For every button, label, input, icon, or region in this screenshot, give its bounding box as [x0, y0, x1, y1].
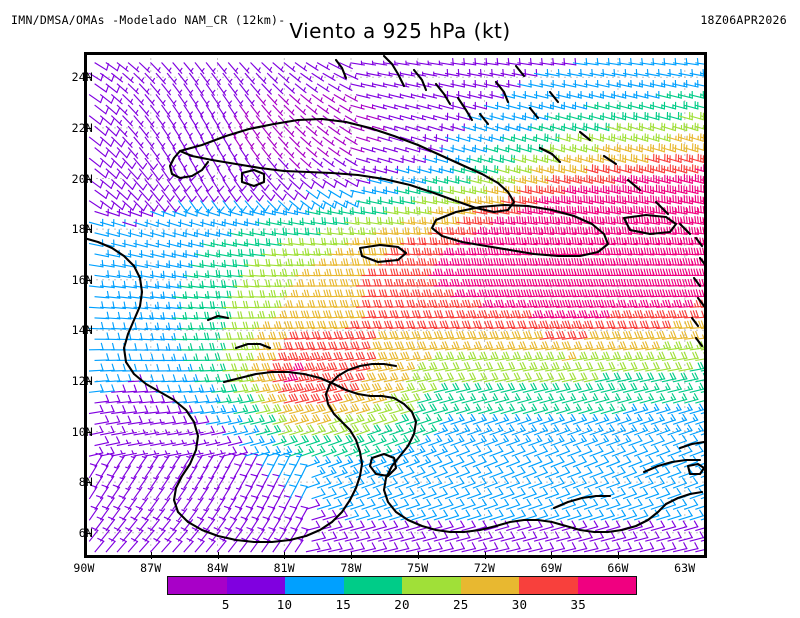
y-tick-label: 24N — [71, 70, 93, 85]
page-title: Viento a 925 hPa (kt) — [289, 19, 511, 43]
colorbar-band — [519, 577, 578, 594]
y-tick-mark — [84, 431, 91, 433]
y-tick-mark — [84, 482, 91, 484]
colorbar-band — [460, 577, 519, 594]
colorbar-tick-label: 5 — [221, 597, 230, 612]
y-tick-label: 12N — [71, 373, 93, 388]
colorbar-band — [226, 577, 285, 594]
colorbar-band — [285, 577, 344, 594]
y-tick-label: 20N — [71, 171, 93, 186]
map-canvas — [84, 52, 707, 558]
y-tick-mark — [84, 77, 91, 79]
y-tick-mark — [84, 380, 91, 382]
colorbar-band — [402, 577, 461, 594]
x-tick-label: 72W — [473, 561, 496, 575]
x-tick-mark — [551, 552, 553, 559]
gridlines — [84, 52, 707, 558]
x-tick-mark — [351, 552, 352, 559]
x-tick-mark — [618, 552, 619, 559]
y-tick-mark — [84, 330, 91, 332]
colorbar-band — [168, 577, 227, 594]
wind-barb-map — [84, 52, 707, 558]
x-tick-label: 66W — [607, 561, 629, 575]
colorbar-tick-label: 25 — [453, 597, 469, 612]
y-tick-label: 18N — [71, 222, 93, 237]
model-source-label: IMN/DMSA/OMAs -Modelado NAM_CR (12km)- — [11, 13, 286, 27]
colorbar-tick-label: 35 — [570, 597, 586, 612]
y-tick-mark — [84, 178, 91, 180]
y-tick-label: 10N — [71, 424, 93, 439]
colorbar-band — [577, 577, 636, 594]
y-tick-mark — [84, 127, 91, 129]
x-tick-label: 81W — [273, 561, 295, 575]
x-tick-label: 87W — [140, 561, 162, 575]
plot-frame — [84, 52, 707, 558]
colorbar — [167, 576, 637, 595]
x-tick-mark — [150, 552, 152, 559]
x-tick-mark — [484, 552, 486, 559]
x-tick-mark — [284, 552, 286, 559]
y-tick-label: 16N — [71, 272, 93, 287]
y-tick-mark — [84, 279, 91, 281]
colorbar-tick-label: 10 — [276, 597, 293, 612]
x-tick-label: 90W — [73, 561, 95, 575]
y-tick-label: 14N — [71, 323, 93, 338]
coastlines — [84, 54, 707, 544]
y-tick-mark — [84, 532, 91, 534]
x-tick-mark — [217, 552, 219, 559]
colorbar-tick-label: 20 — [394, 597, 410, 612]
x-tick-label: 63W — [674, 561, 696, 575]
x-tick-label: 84W — [206, 561, 229, 575]
x-tick-label: 69W — [540, 561, 562, 575]
y-tick-label: 22N — [71, 120, 93, 135]
x-tick-label: 78W — [340, 561, 362, 575]
colorbar-tick-label: 30 — [511, 597, 528, 612]
colorbar-tick-label: 15 — [335, 597, 351, 612]
x-tick-label: 75W — [407, 561, 429, 575]
colorbar-band — [343, 577, 402, 594]
x-tick-mark — [417, 552, 419, 559]
y-tick-mark — [84, 229, 91, 231]
valid-time-label: 18Z06APR2026 — [700, 13, 787, 27]
